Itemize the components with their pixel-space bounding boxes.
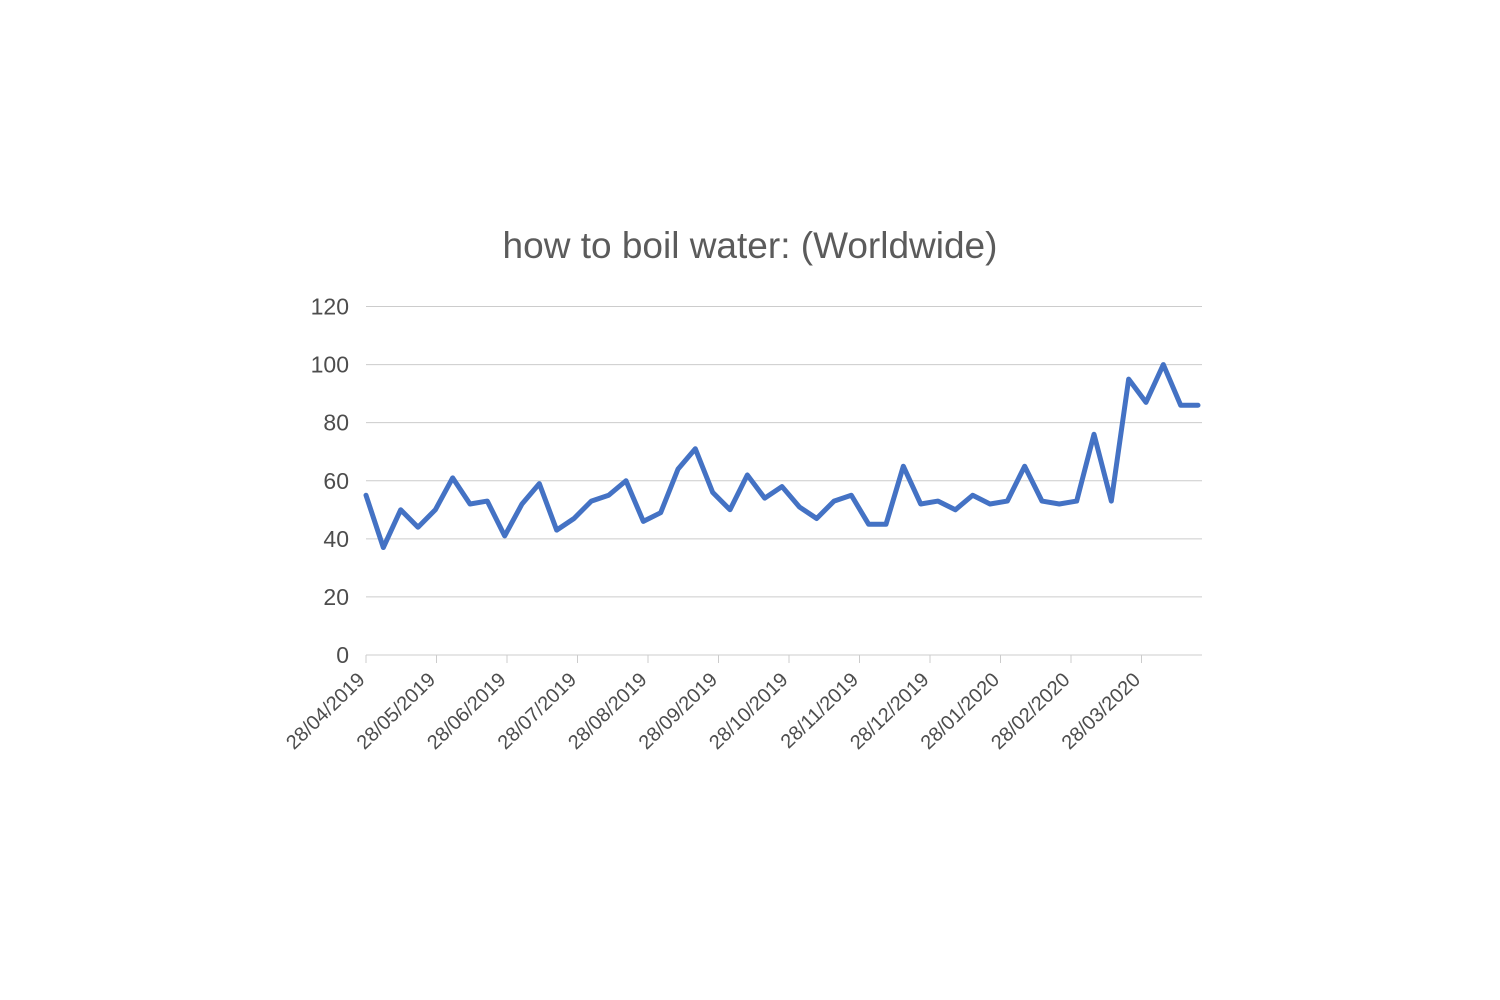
svg-text:20: 20 <box>323 584 349 610</box>
svg-text:120: 120 <box>311 294 349 320</box>
svg-text:60: 60 <box>323 468 349 494</box>
svg-text:0: 0 <box>336 642 349 668</box>
svg-text:40: 40 <box>323 526 349 552</box>
svg-text:100: 100 <box>311 352 349 378</box>
svg-text:80: 80 <box>323 410 349 436</box>
